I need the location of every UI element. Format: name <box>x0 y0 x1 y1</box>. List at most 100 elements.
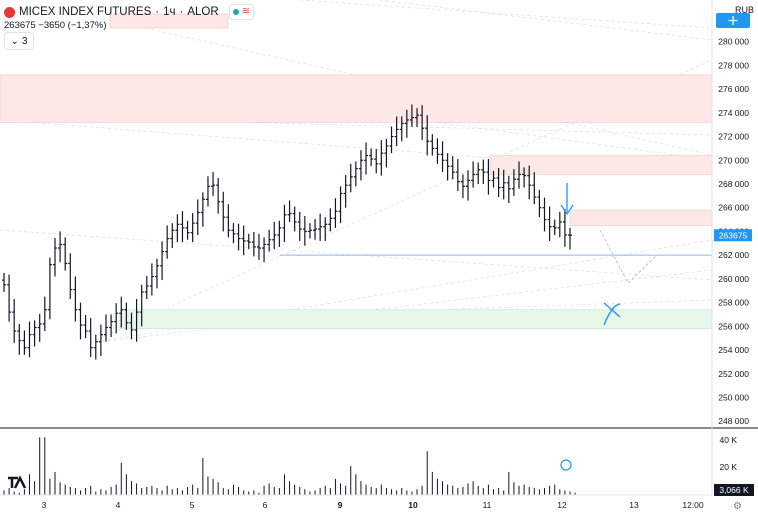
ohlc-bar <box>501 169 506 200</box>
settings-gear-icon[interactable]: ⚙ <box>733 501 742 512</box>
trend-line <box>379 0 713 41</box>
ohlc-bar <box>22 330 27 355</box>
ohlc-bar <box>364 142 369 175</box>
volume-tick-label: 20 K <box>720 462 738 472</box>
ohlc-bar <box>185 220 190 240</box>
ohlc-bar <box>374 148 379 174</box>
ohlc-bar <box>119 296 124 328</box>
ohlc-bar <box>338 186 343 224</box>
ohlc-bar <box>430 134 435 156</box>
ohlc-bar <box>124 302 129 330</box>
resistance-zone <box>569 209 713 226</box>
time-tick-label: 10 <box>408 500 418 510</box>
ohlc-bar <box>328 208 333 232</box>
ohlc-bar <box>226 204 231 238</box>
time-tick-label: 13 <box>629 500 639 510</box>
last-price-label: 263675 <box>719 230 748 240</box>
time-tick-label: 12 <box>557 500 567 510</box>
ohlc-bar <box>139 284 144 327</box>
ohlc-bar <box>450 156 455 180</box>
ohlc-bar <box>68 253 73 300</box>
last-volume-tag <box>714 484 754 496</box>
ohlc-bar <box>420 105 425 141</box>
market-status-badge[interactable]: ≋ <box>228 4 255 20</box>
ohlc-bar <box>12 299 17 343</box>
ohlc-bar <box>542 197 547 232</box>
price-tick-label: 258 000 <box>718 298 749 308</box>
time-tick-label: 9 <box>338 500 343 510</box>
ohlc-bar <box>394 116 399 147</box>
ohlc-bar <box>496 167 501 198</box>
time-tick-label: 4 <box>116 500 121 510</box>
ohlc-bar <box>37 313 42 342</box>
ohlc-bar <box>476 162 481 184</box>
price-tick-label: 266 000 <box>718 203 749 213</box>
last-price-tag <box>714 229 752 242</box>
ohlc-bar <box>17 323 22 355</box>
volume-tick-label: 40 K <box>720 435 738 445</box>
ohlc-bar <box>154 258 159 289</box>
ohlc-bar <box>231 223 236 244</box>
ohlc-bar <box>522 167 527 188</box>
ohlc-bar <box>471 161 476 188</box>
ohlc-bar <box>256 233 261 260</box>
ohlc-bar <box>236 223 241 251</box>
interval-label[interactable]: 1ч <box>163 6 176 18</box>
ohlc-bar <box>109 314 114 337</box>
ohlc-bar <box>404 109 409 138</box>
tradingview-logo-icon <box>8 475 27 489</box>
ohlc-bar <box>251 232 256 257</box>
ohlc-bar <box>73 276 78 322</box>
ohlc-bar <box>348 163 353 193</box>
price-tick-label: 256 000 <box>718 321 749 331</box>
currency-selector[interactable]: RUB <box>734 5 754 15</box>
ohlc-bar <box>190 213 195 243</box>
ohlc-bar <box>302 216 307 246</box>
price-tick-label: 270 000 <box>718 155 749 165</box>
price-tick-label: 276 000 <box>718 84 749 94</box>
ohlc-bar <box>175 214 180 243</box>
ohlc-bar <box>180 211 185 243</box>
resistance-zone <box>489 155 713 175</box>
ohlc-bar <box>440 141 445 173</box>
resistance-zone <box>109 13 229 29</box>
ohlc-bar <box>333 198 338 228</box>
ohlc-bar <box>358 150 363 181</box>
ohlc-bar <box>32 320 37 347</box>
ohlc-bar <box>47 257 52 320</box>
support-zone <box>119 309 713 329</box>
symbol-header[interactable]: MICEX INDEX FUTURES · 1ч · ALOR ≋ <box>4 4 255 20</box>
ohlc-bar <box>307 223 312 239</box>
price-tick-label: 250 000 <box>718 392 749 402</box>
ohlc-bar <box>287 200 292 222</box>
ohlc-bar <box>205 176 210 207</box>
time-tick-label: 5 <box>190 500 195 510</box>
trend-line <box>419 119 713 161</box>
price-tick-label: 260 000 <box>718 274 749 284</box>
trend-line <box>89 269 713 344</box>
indicators-toggle-button[interactable]: ⌄ 3 <box>4 32 34 50</box>
ohlc-bar <box>517 161 522 189</box>
price-tick-label: 280 000 <box>718 37 749 47</box>
ohlc-bar <box>384 138 389 168</box>
ohlc-bar <box>455 159 460 192</box>
symbol-name[interactable]: MICEX INDEX FUTURES <box>19 6 152 18</box>
ohlc-bar <box>144 275 149 300</box>
ohlc-bar <box>379 140 384 176</box>
time-tick-label: 11 <box>483 500 492 510</box>
price-tick-label: 272 000 <box>718 132 749 142</box>
ohlc-bar <box>292 206 297 232</box>
ohlc-bar <box>547 206 552 241</box>
market-open-icon <box>232 9 239 15</box>
ohlc-bar <box>537 189 542 218</box>
ohlc-bar <box>409 104 414 128</box>
trend-line <box>149 299 713 321</box>
ohlc-bar <box>195 199 200 235</box>
ohlc-bar <box>134 299 139 342</box>
ohlc-bar <box>93 334 98 360</box>
trend-line <box>299 0 713 29</box>
ohlc-bar <box>313 218 318 240</box>
ohlc-bar <box>506 175 511 203</box>
ohlc-bar <box>63 237 68 271</box>
